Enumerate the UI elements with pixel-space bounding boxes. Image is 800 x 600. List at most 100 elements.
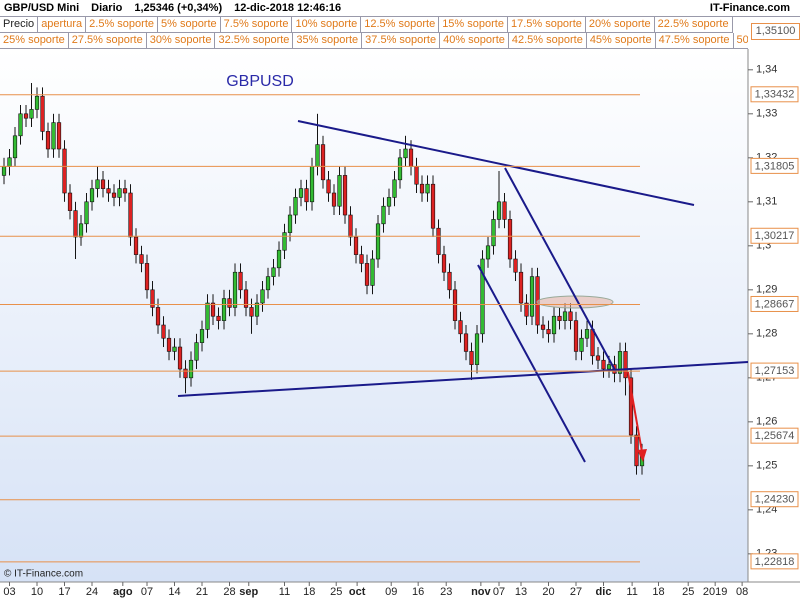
candle-body xyxy=(447,271,452,291)
header-cell: 35% soporte xyxy=(293,33,363,49)
x-tick-label: 28 xyxy=(223,586,235,598)
candle-body xyxy=(298,188,304,198)
x-tick-label: nov xyxy=(471,586,491,598)
header-cell: apertura xyxy=(38,17,87,33)
candle-body xyxy=(117,188,122,198)
candle-body xyxy=(458,320,463,335)
level-box xyxy=(750,86,799,103)
candle-body xyxy=(221,298,227,321)
candle-body xyxy=(452,289,458,321)
site: IT-Finance.com xyxy=(709,2,790,14)
y-tick-label: 1,25 xyxy=(756,460,777,472)
x-tick-label: 10 xyxy=(31,586,43,598)
level-box xyxy=(750,227,799,244)
y-tick-label: 1,28 xyxy=(756,328,777,340)
candle-body xyxy=(436,227,441,255)
header-cell: 32.5% soporte xyxy=(215,33,294,49)
candle-body xyxy=(628,377,634,436)
x-tick-label: 03 xyxy=(3,586,15,598)
candle-body xyxy=(359,254,364,264)
candle-body xyxy=(139,254,144,264)
candle-body xyxy=(172,346,177,352)
candle-body xyxy=(216,315,221,321)
level-label: 1,31805 xyxy=(755,160,795,172)
level-label: 1,28667 xyxy=(755,298,795,310)
x-tick-label: 18 xyxy=(652,586,664,598)
candle-body xyxy=(353,236,359,255)
chart-title: GBPUSD xyxy=(226,73,294,90)
candle-body xyxy=(430,183,436,229)
candle-body xyxy=(315,144,320,167)
candle-body xyxy=(210,302,216,317)
symbol: GBP/USD Mini xyxy=(4,2,80,14)
candle-body xyxy=(579,337,584,352)
level-label: 1,33432 xyxy=(755,89,795,101)
level-label: 1,22818 xyxy=(755,556,795,568)
candle-body xyxy=(73,210,78,238)
y-tick-label: 1,33 xyxy=(756,108,777,120)
candle-body xyxy=(375,223,381,260)
candle-body xyxy=(474,333,480,365)
candle-body xyxy=(342,175,348,216)
candle-body xyxy=(106,188,111,194)
header-cell: 42.5% soporte xyxy=(508,33,587,49)
arrow-head xyxy=(637,449,647,462)
candle-body xyxy=(491,219,496,247)
trend-line xyxy=(477,264,586,463)
candle-body xyxy=(524,302,529,317)
trend-line xyxy=(504,167,617,373)
x-tick-label: 24 xyxy=(86,586,98,598)
candle-body xyxy=(67,192,73,211)
candle-body xyxy=(595,355,601,361)
annotations xyxy=(177,120,749,463)
candle-body xyxy=(254,302,260,317)
candle-body xyxy=(551,315,557,335)
candle-body xyxy=(320,144,326,181)
header-cell: 45% soporte xyxy=(586,33,656,49)
candle-body xyxy=(381,205,386,225)
footer: © IT-Finance.com xyxy=(4,569,83,580)
candle-body xyxy=(260,289,265,304)
header-cell: 50% s xyxy=(733,33,748,49)
candle-body xyxy=(56,122,62,150)
header-cell: 2.5% soporte xyxy=(86,17,158,33)
candle-body xyxy=(271,267,276,277)
candle-body xyxy=(100,179,106,189)
level-box xyxy=(750,295,799,312)
candle-body xyxy=(419,183,425,194)
x-tick-label: 2019 xyxy=(703,586,727,598)
candle-body xyxy=(331,192,337,207)
candle-body xyxy=(111,192,117,198)
x-tick-label: oct xyxy=(349,586,366,598)
level-label: 1,25674 xyxy=(755,430,795,442)
candle-body xyxy=(40,95,45,132)
candle-body xyxy=(199,329,205,343)
candle-body xyxy=(232,271,238,308)
candle-body xyxy=(282,232,287,251)
candle-body xyxy=(18,113,23,137)
candle-body xyxy=(84,201,89,225)
x-tick-label: 25 xyxy=(682,586,694,598)
x-tick-label: 09 xyxy=(385,586,397,598)
x-tick-label: sep xyxy=(239,586,258,598)
candle-body xyxy=(502,201,507,220)
candle-body xyxy=(348,214,353,238)
candle-body xyxy=(194,342,199,361)
level-label: 1,27153 xyxy=(755,365,795,377)
candle-body xyxy=(51,122,56,150)
candle-body xyxy=(480,258,485,335)
level-box xyxy=(750,157,799,174)
candle-body xyxy=(337,175,342,207)
candle-body xyxy=(177,346,183,370)
candle-body xyxy=(562,311,568,321)
header-cell: 22.5% soporte xyxy=(654,17,733,33)
trend-line xyxy=(297,120,695,206)
candle-body xyxy=(485,245,491,260)
x-tick-label: 08 xyxy=(736,586,748,598)
candle-body xyxy=(540,324,546,330)
x-tick-label: 23 xyxy=(440,586,452,598)
candle-body xyxy=(557,315,562,321)
candle-body xyxy=(573,320,579,352)
datetime: 12-dic-2018 12:46:16 xyxy=(234,2,342,14)
